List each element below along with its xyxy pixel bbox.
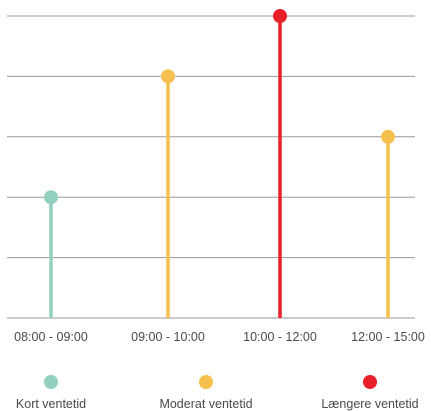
legend-item-short: Kort ventetid bbox=[16, 375, 86, 411]
x-tick-label: 12:00 - 15:00 bbox=[351, 330, 425, 344]
legend-item-long: Længere ventetid bbox=[321, 375, 419, 411]
x-tick-label: 09:00 - 10:00 bbox=[131, 330, 205, 344]
points bbox=[44, 9, 395, 205]
data-point bbox=[161, 69, 175, 84]
legend: Kort ventetid Moderat ventetid Længere ven… bbox=[16, 375, 419, 411]
legend-item-moderate: Moderat ventetid bbox=[159, 375, 253, 411]
x-tick-label: 10:00 - 12:00 bbox=[243, 330, 317, 344]
legend-label: Længere ventetid bbox=[321, 397, 418, 411]
data-point bbox=[44, 190, 58, 205]
x-axis-tick-labels: 08:00 - 09:00 09:00 - 10:00 10:00 - 12:00 1… bbox=[14, 330, 425, 344]
legend-marker bbox=[199, 375, 213, 389]
x-tick-label: 08:00 - 09:00 bbox=[14, 330, 88, 344]
legend-label: Kort ventetid bbox=[16, 397, 86, 411]
legend-marker bbox=[363, 375, 377, 389]
data-point bbox=[381, 129, 395, 144]
data-point bbox=[273, 9, 287, 23]
stems bbox=[49, 16, 390, 318]
legend-label: Moderat ventetid bbox=[159, 397, 252, 411]
gridlines bbox=[7, 15, 415, 319]
legend-marker bbox=[44, 375, 58, 389]
